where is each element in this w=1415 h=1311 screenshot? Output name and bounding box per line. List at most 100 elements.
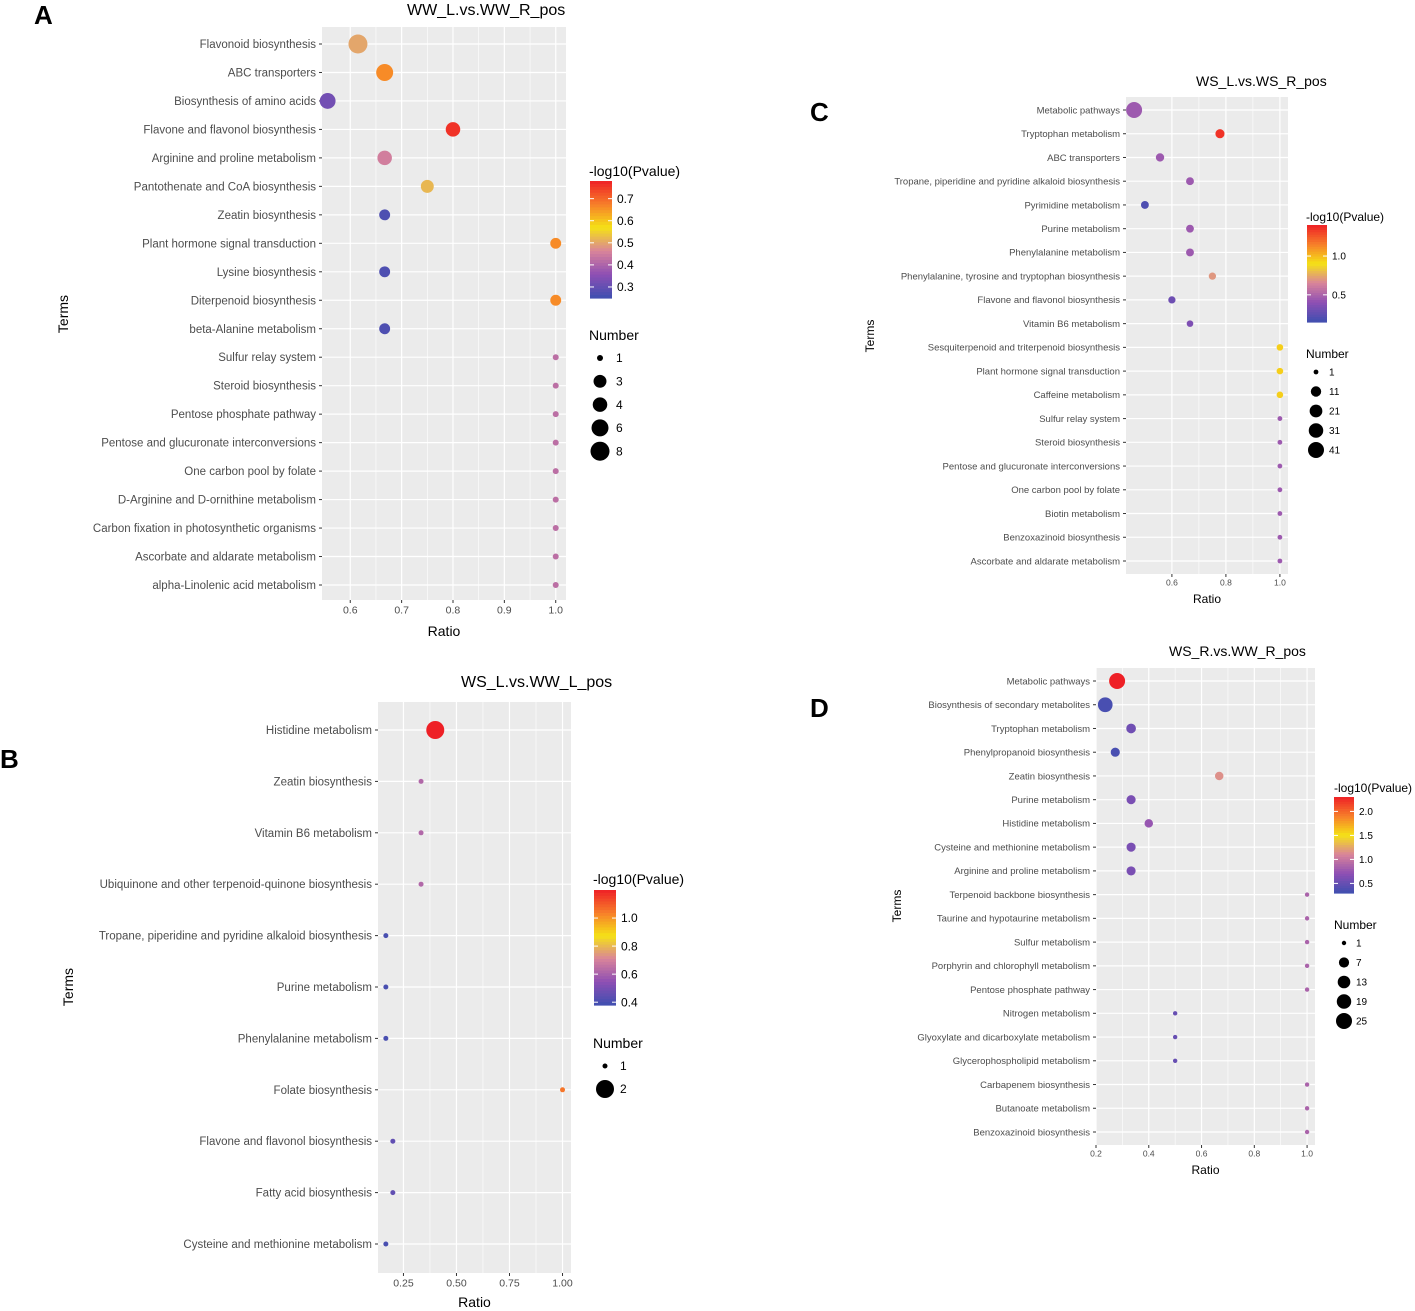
size-legend-title: Number (593, 1035, 643, 1051)
color-legend-segment (1334, 801, 1354, 805)
term-label: beta-Alanine metabolism (189, 324, 316, 336)
color-legend-segment (1334, 833, 1354, 836)
color-legend-segment (1307, 261, 1327, 265)
color-legend-segment (1307, 246, 1327, 250)
color-legend-segment (594, 913, 616, 917)
color-legend-segment (1307, 254, 1327, 258)
color-legend-segment (590, 204, 612, 208)
color-legend-segment (1334, 852, 1354, 856)
x-tick-label: 0.8 (446, 605, 461, 617)
size-legend-key (1308, 442, 1324, 458)
color-legend-segment (590, 274, 612, 279)
data-point (1186, 248, 1194, 257)
term-label: Metabolic pathways (1007, 676, 1091, 687)
color-legend-segment (1334, 818, 1354, 822)
color-legend-segment (594, 944, 616, 949)
color-legend-segment (594, 959, 616, 963)
x-tick-label: 0.50 (446, 1278, 467, 1290)
color-legend-segment (594, 996, 616, 1000)
color-legend-segment (1307, 241, 1327, 245)
x-tick-label: 0.2 (1090, 1149, 1102, 1159)
data-point (1126, 866, 1136, 876)
color-legend-segment (590, 265, 612, 270)
data-point (1304, 987, 1310, 992)
term-label: One carbon pool by folate (184, 466, 316, 478)
data-point (1109, 673, 1126, 689)
color-legend-segment (1334, 847, 1354, 851)
size-legend-key (592, 397, 608, 412)
term-label: Steroid biosynthesis (213, 381, 316, 393)
color-legend-segment (594, 1002, 616, 1006)
color-legend-segment (1334, 876, 1354, 880)
color-legend-segment (1334, 804, 1354, 808)
color-legend-segment (590, 207, 612, 211)
term-label: Sesquiterpenoid and triterpenoid biosynt… (928, 343, 1120, 354)
color-legend-title: -log10(Pvalue) (1306, 210, 1384, 224)
size-legend-label: 41 (1329, 446, 1341, 457)
color-legend-segment (1307, 285, 1327, 289)
color-legend-segment (1334, 837, 1354, 841)
size-legend-key (1337, 975, 1351, 989)
color-legend-segment (590, 277, 612, 282)
data-point (1126, 723, 1136, 734)
term-label: Arginine and proline metabolism (954, 866, 1090, 877)
color-legend-label: 1.5 (1359, 831, 1373, 842)
color-legend-segment (590, 195, 612, 200)
color-legend-segment (590, 268, 612, 273)
color-legend-segment (1307, 239, 1327, 243)
color-legend-segment (590, 257, 612, 261)
color-legend-segment (590, 283, 612, 287)
data-point (560, 1087, 566, 1093)
x-tick-label: 1.00 (552, 1278, 573, 1290)
color-legend-segment (1334, 849, 1354, 853)
term-label: Butanoate metabolism (995, 1104, 1090, 1115)
data-point (1277, 463, 1283, 469)
term-label: Flavone and flavonol biosynthesis (977, 295, 1120, 306)
data-point (1140, 201, 1149, 209)
color-legend-segment (594, 947, 616, 951)
y-axis-label: Terms (890, 890, 904, 923)
size-legend-label: 2 (620, 1082, 627, 1096)
x-tick-label: 0.6 (1166, 578, 1178, 588)
term-label: Zeatin biosynthesis (1009, 771, 1091, 782)
color-legend-segment (590, 189, 612, 194)
color-legend-segment (594, 921, 616, 926)
term-label: Fatty acid biosynthesis (256, 1188, 373, 1200)
term-label: Pentose phosphate pathway (970, 985, 1090, 996)
term-label: Phenylpropanoid biosynthesis (964, 748, 1090, 759)
color-legend-segment (594, 938, 616, 943)
term-label: Zeatin biosynthesis (274, 776, 373, 788)
term-label: Ascorbate and aldarate metabolism (971, 556, 1121, 567)
color-legend-segment (594, 930, 616, 934)
size-legend-label: 19 (1356, 997, 1368, 1008)
term-label: Flavone and flavonol biosynthesis (143, 124, 316, 136)
size-legend-title: Number (589, 327, 639, 343)
color-legend-segment (1334, 866, 1354, 870)
color-legend-segment (1307, 302, 1327, 306)
color-legend-segment (1334, 890, 1354, 894)
term-label: Cysteine and methionine metabolism (183, 1239, 372, 1251)
color-legend-segment (590, 254, 612, 258)
x-tick-label: 0.8 (1248, 1149, 1260, 1159)
data-point (379, 323, 391, 335)
size-legend-title: Number (1306, 347, 1349, 361)
color-legend-segment (594, 999, 616, 1003)
color-legend-segment (1334, 813, 1354, 817)
term-label: Glyoxylate and dicarboxylate metabolism (917, 1032, 1090, 1043)
size-legend-key (591, 419, 609, 437)
color-legend-segment (590, 292, 612, 296)
term-label: Sulfur relay system (218, 352, 316, 364)
data-point (1277, 487, 1283, 493)
color-legend-segment (1307, 319, 1327, 323)
data-point (552, 411, 559, 418)
color-legend-segment (1334, 873, 1354, 877)
color-legend-segment (1307, 225, 1327, 229)
color-legend-segment (1334, 840, 1354, 844)
color-legend-segment (1307, 305, 1327, 309)
size-legend-label: 1 (616, 351, 623, 365)
color-legend-segment (1307, 278, 1327, 282)
data-point (1215, 129, 1225, 139)
data-point (1168, 296, 1176, 304)
color-legend-segment (590, 192, 612, 197)
